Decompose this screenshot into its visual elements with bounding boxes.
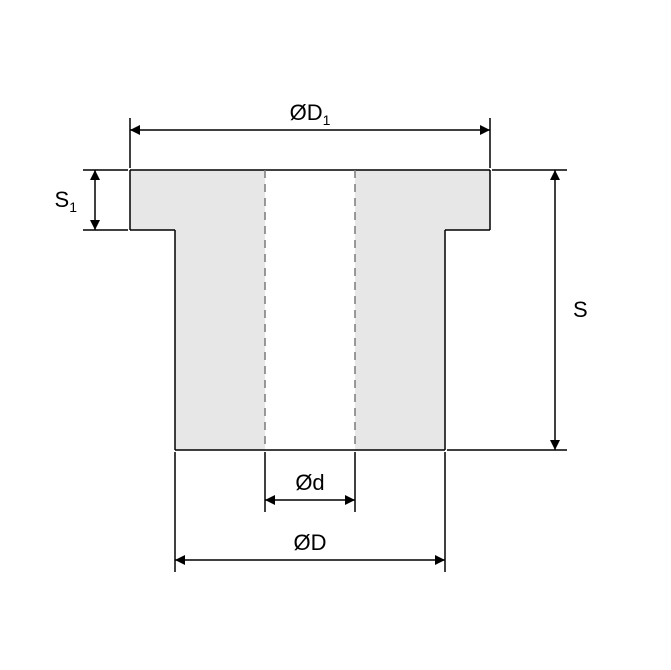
section-right: [355, 170, 490, 450]
bushing-diagram: ØD1 S1 S Ød ØD: [0, 0, 671, 670]
label-D: ØD: [294, 530, 327, 555]
label-d: Ød: [295, 470, 324, 495]
label-S: S: [573, 297, 588, 322]
label-D1: ØD1: [290, 100, 331, 128]
section-left: [130, 170, 265, 450]
label-S1: S1: [55, 187, 78, 215]
